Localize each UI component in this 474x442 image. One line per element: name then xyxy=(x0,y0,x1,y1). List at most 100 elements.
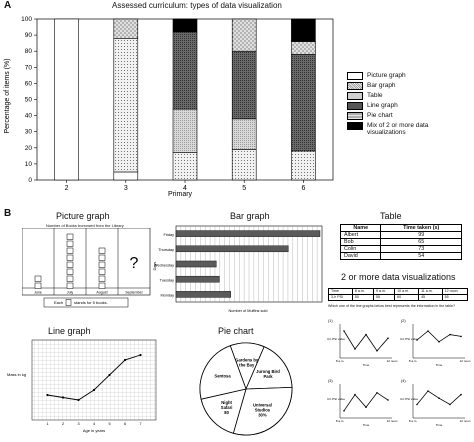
option-t-start: 8 a.m. xyxy=(409,419,418,423)
psi-table: Time 8 a.m. 9 a.m. 10 a.m. 11 a.m. 12 no… xyxy=(328,288,469,301)
y-tick-label: 10 xyxy=(25,161,33,168)
day-label: Wednesday xyxy=(154,263,174,267)
table-cell: Colin xyxy=(339,245,382,253)
x-tick-label: 4 xyxy=(183,185,187,192)
option-t-start: 8 a.m. xyxy=(409,359,418,363)
y-tick-label: 0 xyxy=(28,177,32,184)
bar-graph-title: Bar graph xyxy=(230,211,270,221)
y-tick-label: 80 xyxy=(25,48,33,55)
legend-swatch xyxy=(347,102,363,110)
option-t-end: 12 noon xyxy=(387,419,398,423)
book-icon xyxy=(66,268,74,275)
book-icon xyxy=(66,247,74,254)
option-t-end: 12 noon xyxy=(460,359,471,363)
line-point xyxy=(61,396,65,399)
table-header-row: Name Time taken (s) xyxy=(339,224,462,232)
option-x-label: Time xyxy=(436,423,443,427)
option-point xyxy=(387,399,389,401)
key-each: Each xyxy=(54,300,63,305)
line-x-tick: 6 xyxy=(124,422,126,426)
x-tick-label: 5 xyxy=(242,185,246,192)
mix-title: 2 or more data visualizations xyxy=(341,272,456,282)
book-icon xyxy=(66,233,74,240)
book-icon xyxy=(66,254,74,261)
pie-slice-label: Studios xyxy=(255,407,271,412)
y-axis-label: Percentage of items (%) xyxy=(4,58,11,133)
month-label: September xyxy=(125,291,143,295)
psi-cell: 50 xyxy=(351,294,375,301)
option-line xyxy=(416,330,462,343)
line-point xyxy=(139,353,142,357)
pie-slice-label: Safari xyxy=(221,405,233,410)
option-y-label: 3-h PSI value xyxy=(400,337,418,341)
book-icon xyxy=(34,282,42,289)
muffin-bar xyxy=(175,275,220,283)
panel-b-letter: B xyxy=(4,208,12,219)
month-label: July xyxy=(67,291,74,295)
table-cell: 65 xyxy=(380,238,462,246)
book-key-icon xyxy=(65,299,72,306)
y-tick-label: 90 xyxy=(25,32,33,39)
legend-item-picture: Picture graph xyxy=(347,72,406,80)
bar-segment xyxy=(172,152,198,181)
table-cell: Albert xyxy=(339,231,382,239)
option-point xyxy=(438,341,440,343)
bar-segment xyxy=(172,108,198,153)
pie-slice-label: Park xyxy=(263,374,273,379)
option-label: (2) xyxy=(401,319,406,323)
option-point xyxy=(427,330,429,332)
option-point xyxy=(365,406,367,408)
pie-chart-title: Pie chart xyxy=(218,326,254,336)
legend-item-table: Table xyxy=(347,92,383,100)
table-header: Time taken (s) xyxy=(380,224,462,232)
pie-slice-label: the Bay xyxy=(239,362,255,367)
line-x-tick: 7 xyxy=(139,422,141,426)
option-label: (3) xyxy=(328,379,333,383)
option-t-end: 12 noon xyxy=(460,419,471,423)
option-point xyxy=(460,335,462,338)
line-graph: 1 2 3 4 5 6 7 Mass in kg Age in years xyxy=(7,339,157,433)
pie-slice xyxy=(200,388,247,434)
line-x-tick: 4 xyxy=(93,422,95,426)
legend-item-pie: Pie chart xyxy=(347,112,393,120)
mix-question: Which one of the line graphs below best … xyxy=(328,304,456,308)
y-tick-label: 70 xyxy=(25,64,33,71)
pie-slice-label: 80 xyxy=(224,410,229,415)
book-icon xyxy=(34,275,42,282)
psi-cell: 55 xyxy=(441,294,469,301)
muffin-bar xyxy=(175,291,231,298)
y-tick-label: 50 xyxy=(25,97,33,104)
book-icon xyxy=(98,247,106,254)
option-axes xyxy=(339,324,392,359)
pie-slice-label: 30% xyxy=(258,412,267,417)
book-icon xyxy=(66,240,74,247)
data-table: Name Time taken (s) Albert 99 Bob 65 Colin… xyxy=(339,224,462,260)
option-point xyxy=(376,392,378,394)
legend-item-bar: Bar graph xyxy=(347,82,396,90)
mix-line-options: (1) 3-h PSI value 8 a.m. 12 noon Time (2) 3-h … xyxy=(327,319,471,427)
pie-slice-label: Sentosa xyxy=(214,374,231,379)
book-icon xyxy=(98,268,106,275)
muffin-bar xyxy=(175,230,321,237)
legend-item-mix: Mix of 2 or more data visualizations xyxy=(347,122,457,136)
table-row: Colin 73 xyxy=(339,245,462,253)
x-tick-label: 6 xyxy=(301,185,305,192)
option-y-label: 3-h PSI value xyxy=(327,337,345,341)
bar-y-label: Days xyxy=(153,262,157,271)
pie-slice-label: Universal xyxy=(253,402,272,407)
day-label: Monday xyxy=(160,294,174,298)
option-x-label: Time xyxy=(363,363,370,367)
picture-graph-title: Picture graph xyxy=(56,211,110,221)
option-point xyxy=(449,333,451,336)
panel-a-letter: A xyxy=(4,0,12,11)
bar-segment xyxy=(231,149,257,181)
book-icon xyxy=(66,275,74,282)
legend-swatch xyxy=(347,82,363,90)
bar-graph: Friday Thursday Wednesday Tuesday Monday Day… xyxy=(153,225,323,313)
chart-title: Assessed curriculum: types of data visua… xyxy=(112,1,282,10)
table-row: David 54 xyxy=(339,252,462,260)
bar-segment xyxy=(113,18,139,39)
x-axis-label: Primary xyxy=(168,191,193,198)
picture-graph-subtitle: Number of Books borrowed from the Librar… xyxy=(46,223,124,228)
